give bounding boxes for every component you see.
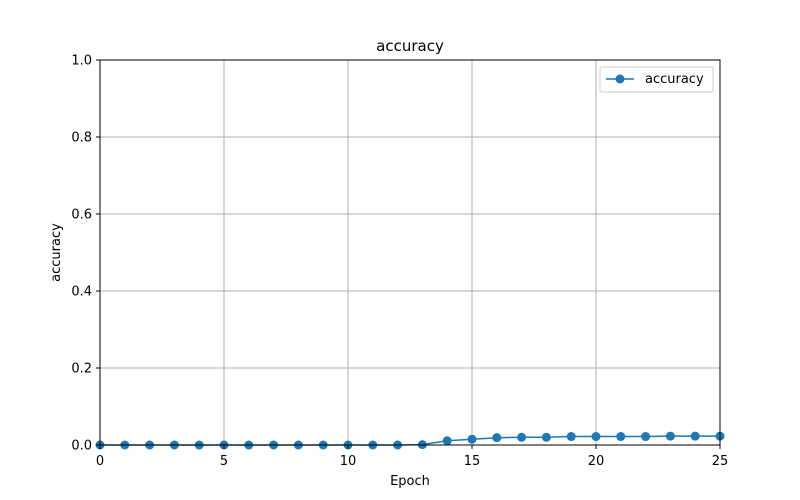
x-axis-ticks: 0 5 10 15 20 25 (96, 445, 728, 469)
accuracy-data-point (641, 432, 651, 442)
x-tick-label: 5 (220, 454, 228, 469)
y-tick-label: 0.0 (71, 439, 92, 454)
legend-frame (599, 66, 714, 93)
accuracy-data-point (467, 434, 477, 444)
x-tick-label: 20 (588, 454, 605, 469)
accuracy-data-point (517, 432, 527, 442)
accuracy-data-point (665, 431, 675, 441)
accuracy-data-point (690, 431, 700, 441)
chart-title: accuracy (376, 37, 444, 55)
accuracy-data-point (442, 436, 452, 446)
plot-frame (99, 59, 721, 446)
accuracy-data-point (492, 433, 502, 443)
y-axis-label: accuracy (49, 223, 64, 282)
x-tick-label: 10 (340, 454, 357, 469)
y-tick-label: 0.4 (71, 285, 92, 300)
accuracy-data-point (541, 432, 551, 442)
y-tick-label: 1.0 (71, 54, 92, 69)
y-tick-label: 0.6 (71, 208, 92, 223)
accuracy-data-point (591, 432, 601, 442)
x-tick-label: 15 (464, 454, 481, 469)
accuracy-data-point (566, 432, 576, 442)
y-tick-label: 0.8 (71, 131, 92, 146)
x-tick-label: 0 (96, 454, 104, 469)
x-axis-label: Epoch (390, 474, 430, 489)
legend-marker-swatch (615, 74, 625, 84)
legend: accuracy (599, 66, 714, 93)
y-axis-ticks: 0.0 0.2 0.4 0.6 0.8 1.0 (71, 54, 100, 454)
grid (99, 59, 721, 446)
x-tick-label: 25 (712, 454, 729, 469)
y-tick-label: 0.2 (71, 362, 92, 377)
legend-entry-label: accuracy (645, 72, 704, 87)
accuracy-data-point (616, 432, 626, 442)
